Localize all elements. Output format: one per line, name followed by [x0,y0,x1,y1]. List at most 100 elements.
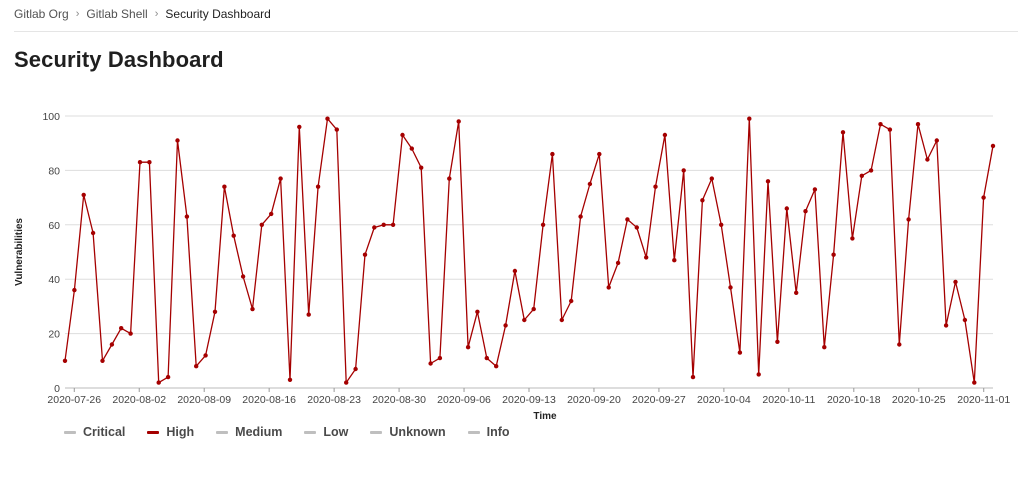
data-point[interactable] [231,233,236,238]
data-point[interactable] [756,372,761,377]
data-point[interactable] [897,342,902,347]
data-point[interactable] [512,268,518,274]
data-point[interactable] [906,217,911,222]
data-point[interactable] [259,222,264,227]
data-point[interactable] [943,323,949,328]
data-point[interactable] [250,306,255,312]
data-point[interactable] [465,345,471,350]
data-point[interactable] [372,225,377,230]
legend-item-high[interactable]: High [147,425,194,439]
data-point[interactable] [831,252,836,257]
data-point[interactable] [90,230,96,236]
data-point[interactable] [728,285,733,290]
data-point[interactable] [672,258,677,263]
data-point[interactable] [381,222,386,227]
data-point[interactable] [128,331,133,336]
data-point[interactable] [306,312,311,317]
data-point[interactable] [587,181,593,187]
data-point[interactable] [315,184,321,189]
legend-item-critical[interactable]: Critical [64,425,125,439]
data-point[interactable] [803,209,808,214]
legend-item-low[interactable]: Low [304,425,348,439]
breadcrumb-item-gitlab-org[interactable]: Gitlab Org [14,7,69,21]
data-point[interactable] [409,146,414,151]
data-point[interactable] [503,323,508,328]
breadcrumb-item-gitlab-shell[interactable]: Gitlab Shell [86,7,148,21]
data-point[interactable] [990,143,996,149]
data-point[interactable] [212,309,218,314]
data-point[interactable] [475,309,480,314]
data-point[interactable] [419,165,424,170]
data-point[interactable] [812,187,818,192]
data-point[interactable] [625,217,630,222]
data-point[interactable] [887,127,893,132]
data-point[interactable] [569,298,574,304]
data-point[interactable] [194,364,199,369]
data-point[interactable] [147,160,152,165]
data-point[interactable] [334,127,339,132]
legend-item-unknown[interactable]: Unknown [370,425,446,439]
data-point[interactable] [400,132,405,138]
data-point[interactable] [100,358,105,363]
data-point[interactable] [456,119,461,124]
data-point[interactable] [644,255,649,260]
data-point[interactable] [484,355,489,361]
data-point[interactable] [175,138,180,143]
data-point[interactable] [653,184,658,189]
data-point[interactable] [344,380,349,385]
data-point[interactable] [494,364,499,369]
data-point[interactable] [184,214,190,219]
data-point[interactable] [353,366,358,372]
data-point[interactable] [850,236,855,241]
data-point[interactable] [934,138,939,143]
data-point[interactable] [953,279,958,285]
data-point[interactable] [719,222,724,227]
data-point[interactable] [765,179,771,184]
legend-item-info[interactable]: Info [467,425,510,439]
data-point[interactable] [437,355,443,361]
data-point[interactable] [915,122,921,127]
data-point[interactable] [700,198,705,203]
data-point[interactable] [119,326,124,331]
data-point[interactable] [794,290,799,295]
data-point[interactable] [278,176,283,181]
data-point[interactable] [709,176,714,181]
data-point[interactable] [156,380,161,385]
data-point[interactable] [615,260,621,266]
data-point[interactable] [137,160,143,165]
data-point[interactable] [81,192,86,198]
data-point[interactable] [878,122,883,127]
data-point[interactable] [784,206,789,211]
data-point[interactable] [737,350,743,355]
legend-item-medium[interactable]: Medium [216,425,282,439]
data-point[interactable] [428,361,433,366]
data-point[interactable] [840,130,846,135]
data-point[interactable] [859,173,864,178]
data-point[interactable] [72,287,77,293]
data-point[interactable] [981,195,986,200]
data-point[interactable] [747,116,752,121]
data-point[interactable] [222,184,227,189]
data-point[interactable] [597,151,602,157]
data-point[interactable] [297,124,302,130]
data-point[interactable] [681,168,686,173]
data-point[interactable] [522,317,527,323]
data-point[interactable] [972,380,977,385]
data-point[interactable] [109,342,115,347]
data-point[interactable] [690,374,696,380]
data-point[interactable] [559,317,564,323]
data-point[interactable] [325,116,330,121]
data-point[interactable] [962,317,968,323]
data-point[interactable] [550,151,555,157]
data-point[interactable] [578,214,583,219]
data-point[interactable] [362,252,368,257]
data-point[interactable] [531,306,536,312]
data-point[interactable] [269,211,274,217]
data-point[interactable] [240,274,246,279]
data-point[interactable] [634,225,639,230]
data-point[interactable] [62,358,68,363]
data-point[interactable] [868,168,874,173]
data-point[interactable] [925,157,930,162]
data-point[interactable] [165,374,171,380]
data-point[interactable] [662,132,668,138]
